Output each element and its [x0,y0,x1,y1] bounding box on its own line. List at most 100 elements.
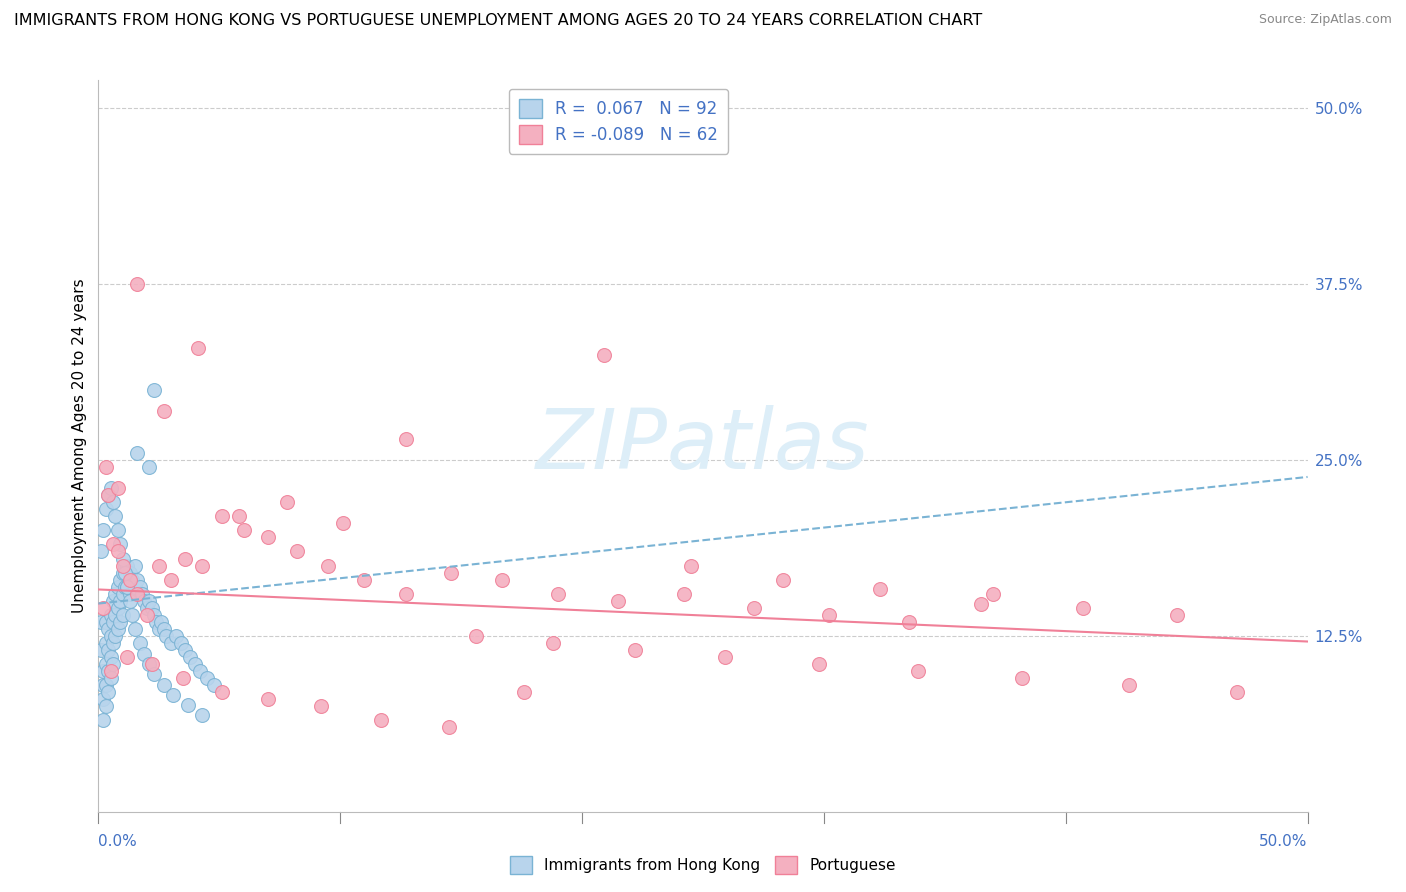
Point [134,647,156,661]
Point [541,636,564,650]
Point [143,383,166,397]
Point [94,460,117,475]
Point [101,537,124,551]
Point [869,582,891,597]
Point [440,566,463,580]
Point [437,720,460,734]
Point [101,657,124,671]
Point [143,607,166,622]
Legend: Immigrants from Hong Kong, Portuguese: Immigrants from Hong Kong, Portuguese [505,850,901,880]
Text: Source: ZipAtlas.com: Source: ZipAtlas.com [1258,13,1392,27]
Point [1166,607,1188,622]
Point [152,622,174,636]
Point [897,615,920,629]
Point [97,664,120,678]
Point [772,573,794,587]
Point [94,636,117,650]
Point [285,544,308,558]
Point [187,341,209,355]
Point [152,404,174,418]
Point [104,509,127,524]
Point [94,502,117,516]
Point [90,544,112,558]
Point [111,558,134,573]
Point [111,587,134,601]
Point [547,587,569,601]
Point [256,530,278,544]
Point [101,615,124,629]
Point [107,481,129,495]
Point [97,488,120,502]
Point [177,698,200,712]
Point [101,636,124,650]
Point [118,573,141,587]
Point [211,509,233,524]
Point [100,664,122,678]
Point [108,537,131,551]
Point [174,551,197,566]
Point [1226,685,1249,699]
Point [100,671,122,685]
Point [91,714,114,728]
Point [817,607,839,622]
Point [90,643,112,657]
Point [162,688,184,702]
Point [276,495,298,509]
Point [607,593,630,607]
Point [127,587,149,601]
Point [121,607,143,622]
Point [679,558,702,573]
Point [624,643,647,657]
Point [118,566,141,580]
Point [100,481,122,495]
Point [124,558,146,573]
Point [145,615,167,629]
Point [127,277,149,292]
Point [191,707,214,722]
Point [152,678,174,692]
Point [138,593,160,607]
Point [141,600,163,615]
Point [118,587,141,601]
Point [808,657,831,671]
Point [907,664,929,678]
Point [169,636,191,650]
Point [90,615,112,629]
Point [91,600,114,615]
Point [107,622,129,636]
Point [332,516,354,531]
Point [118,593,141,607]
Point [309,699,332,714]
Point [97,685,120,699]
Point [127,446,149,460]
Point [114,558,136,573]
Point [108,593,131,607]
Point [114,566,136,580]
Point [94,699,117,714]
Text: 0.0%: 0.0% [98,834,138,849]
Point [108,573,131,587]
Point [104,607,127,622]
Point [91,524,114,538]
Point [107,580,129,594]
Point [134,593,156,607]
Point [394,587,416,601]
Point [97,488,120,502]
Point [94,615,117,629]
Point [94,678,117,692]
Point [111,607,134,622]
Point [713,650,735,665]
Point [107,524,129,538]
Point [117,558,139,573]
Point [100,650,122,665]
Point [513,685,536,699]
Point [155,629,177,643]
Point [592,348,614,362]
Point [491,573,513,587]
Point [184,657,207,671]
Point [108,615,131,629]
Point [160,636,183,650]
Point [204,678,226,692]
Point [141,657,163,671]
Point [195,671,218,685]
